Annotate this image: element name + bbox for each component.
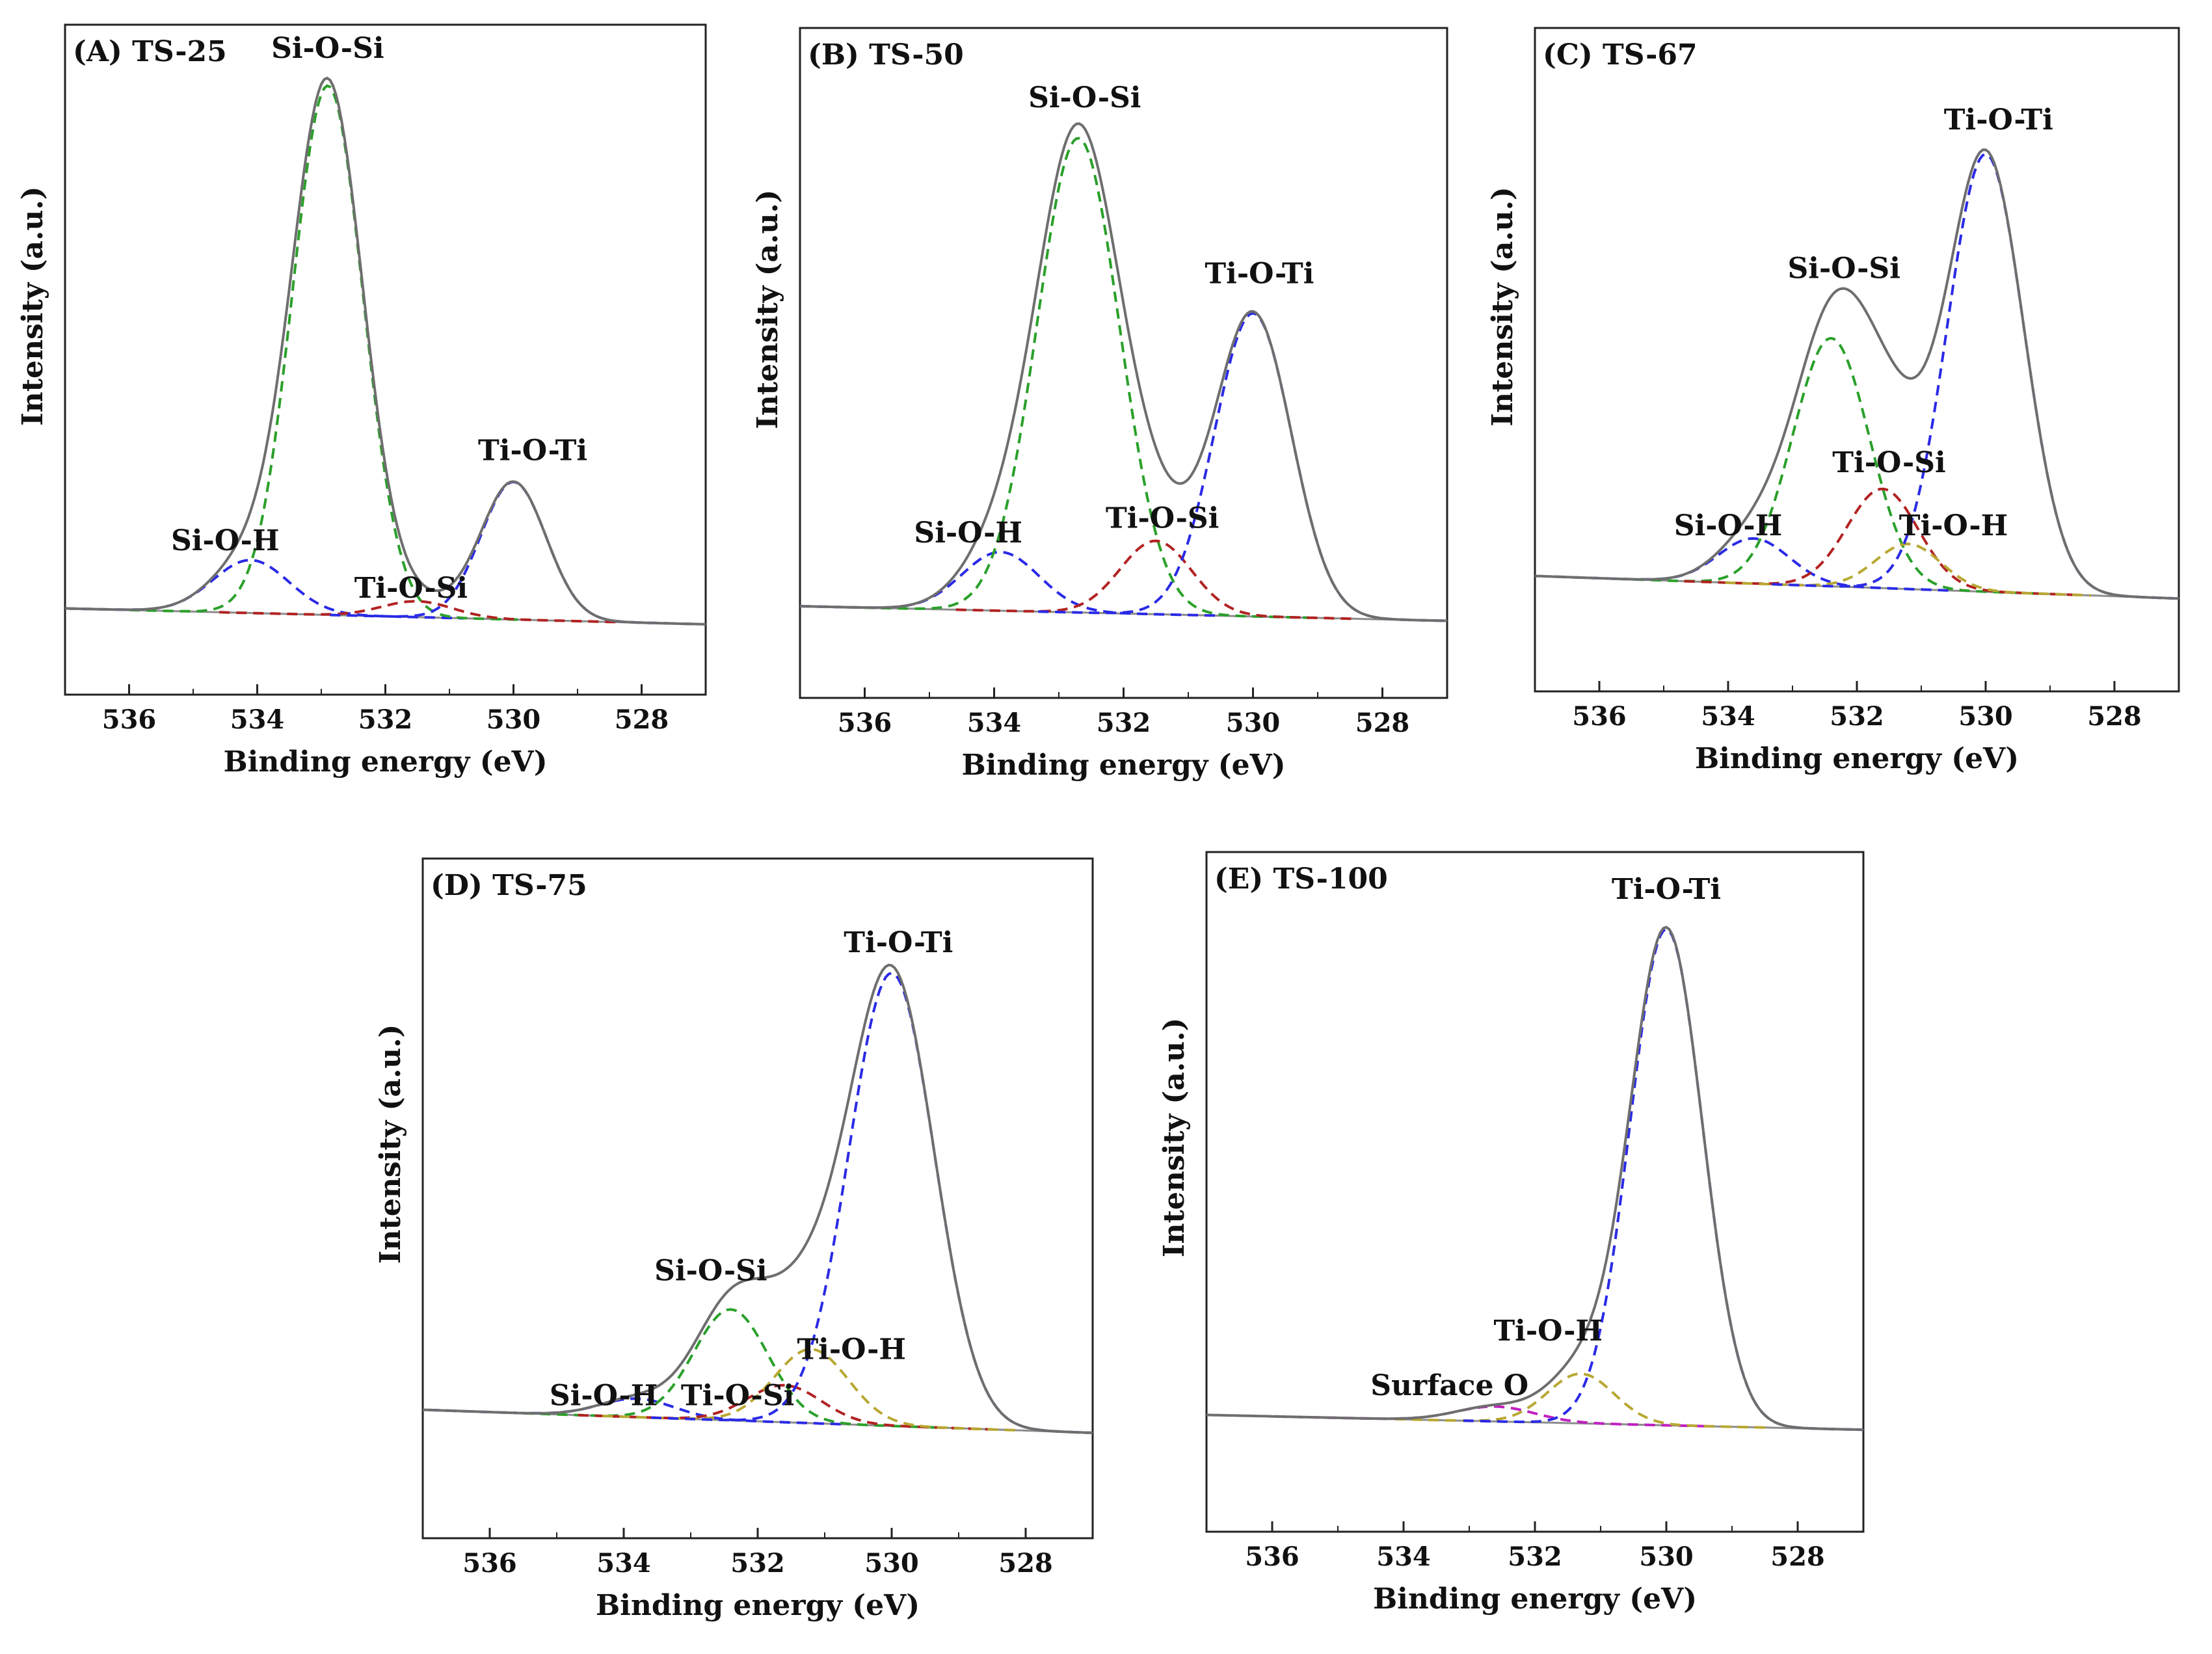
peak-label: Si-O-H: [550, 1379, 658, 1412]
y-axis-label: Intensity (a.u.): [16, 186, 49, 425]
chart-panel-1: 536 534 532 530 528 Binding energy (eV) Intens…: [16, 23, 707, 779]
component-ti-o-h: [1725, 542, 2092, 597]
x-tick-label: 532: [730, 1548, 785, 1579]
peak-label: Surface O: [1370, 1369, 1528, 1402]
component-ti-o-h: [1394, 1372, 1768, 1429]
peak-label: Ti-O-H: [1493, 1314, 1603, 1348]
x-tick-label: 530: [486, 704, 541, 735]
peak-label: Ti-O-H: [1899, 509, 2008, 542]
y-axis-label: Intensity (a.u.): [751, 189, 784, 429]
peak-label: Ti-O-Ti: [1205, 258, 1314, 291]
chart-panel-2: 536 534 532 530 528 Binding energy (eV) Intens…: [751, 27, 1448, 782]
x-tick-label: 532: [1830, 701, 1884, 732]
peak-label: Ti-O-Si: [1106, 502, 1219, 535]
x-tick-label: 536: [1245, 1541, 1299, 1572]
x-tick-label: 528: [1355, 708, 1410, 738]
plot-frame: [1534, 27, 2180, 693]
component-si-o-si: [129, 84, 526, 621]
y-axis-label: Intensity (a.u.): [1158, 1018, 1191, 1257]
x-tick-label: 528: [998, 1548, 1053, 1579]
x-tick-label: 536: [102, 704, 157, 735]
peak-label: Si-O-H: [914, 516, 1022, 550]
x-tick-label: 530: [1958, 701, 2013, 732]
peak-label: Ti-O-Ti: [1612, 873, 1721, 906]
panel-title: (E) TS-100: [1214, 862, 1388, 896]
component-si-o-h: [799, 550, 1218, 617]
component-surface-o: [1275, 1405, 1714, 1428]
x-tick-label: 528: [2087, 701, 2142, 732]
y-axis-label: Intensity (a.u.): [1486, 187, 1519, 426]
envelope-line: [422, 963, 1093, 1434]
x-tick-label: 536: [462, 1548, 517, 1579]
envelope-line: [64, 76, 706, 626]
panel-title: (A) TS-25: [73, 35, 227, 68]
plot-frame: [1205, 851, 1865, 1533]
peak-label: Ti-O-Ti: [1944, 103, 2053, 137]
x-tick-label: 530: [1639, 1541, 1694, 1572]
component-ti-o-si: [955, 539, 1356, 620]
envelope-line: [1534, 148, 2179, 600]
chart-panel-5: 536 534 532 530 528 Binding energy (eV) Intens…: [1158, 851, 1865, 1616]
x-axis-label: Binding energy (eV): [596, 1589, 920, 1622]
peak-label: Si-O-H: [171, 524, 280, 557]
x-tick-label: 534: [967, 708, 1022, 738]
x-tick-label: 530: [864, 1548, 919, 1579]
x-tick-label: 534: [230, 704, 285, 735]
x-tick-label: 532: [1097, 708, 1151, 738]
y-axis-label: Intensity (a.u.): [374, 1024, 407, 1264]
component-si-o-si: [847, 137, 1309, 619]
peak-label: Ti-O-Ti: [844, 926, 953, 959]
component-si-o-h: [1555, 537, 1954, 593]
plot-frame: [421, 857, 1094, 1540]
panel-title: (D) TS-75: [431, 869, 587, 902]
x-axis-label: Binding energy (eV): [1695, 742, 2019, 775]
panel-title: (B) TS-50: [808, 38, 964, 72]
peak-label: Ti-O-H: [797, 1333, 906, 1366]
peak-label: Ti-O-Si: [681, 1379, 794, 1412]
x-axis-label: Binding energy (eV): [961, 749, 1285, 782]
peak-label: Si-O-Si: [654, 1255, 767, 1288]
x-tick-label: 534: [596, 1548, 651, 1579]
peak-label: Ti-O-Si: [354, 572, 468, 605]
x-tick-label: 528: [1770, 1541, 1825, 1572]
peak-label: Si-O-Si: [271, 32, 384, 65]
x-tick-label: 528: [615, 704, 669, 735]
peak-label: Si-O-Si: [1787, 252, 1900, 286]
x-axis-label: Binding energy (eV): [1373, 1582, 1697, 1616]
x-tick-label: 534: [1701, 701, 1755, 732]
x-tick-label: 532: [1508, 1541, 1562, 1572]
component-ti-o-si: [1684, 487, 2083, 596]
peak-label: Ti-O-Si: [1832, 446, 1945, 479]
x-tick-label: 534: [1376, 1541, 1431, 1572]
chart-panel-3: 536 534 532 530 528 Binding energy (eV) Intens…: [1486, 27, 2180, 775]
x-axis-label: Binding energy (eV): [223, 745, 547, 779]
envelope-line: [1206, 926, 1864, 1432]
panel-title: (C) TS-67: [1543, 38, 1698, 72]
x-tick-label: 530: [1226, 708, 1281, 738]
peak-label: Si-O-Si: [1028, 81, 1141, 114]
component-si-o-si: [523, 1308, 938, 1429]
envelope-line: [799, 122, 1448, 622]
component-ti-o-ti: [1038, 312, 1448, 622]
component-ti-o-ti: [1463, 927, 1864, 1432]
x-tick-label: 536: [1572, 701, 1627, 732]
x-tick-label: 536: [838, 708, 892, 738]
chart-panel-4: 536 534 532 530 528 Binding energy (eV) Intens…: [374, 857, 1094, 1622]
component-si-o-h: [64, 559, 464, 620]
peak-label: Si-O-H: [1674, 509, 1783, 542]
x-tick-label: 532: [358, 704, 413, 735]
peak-label: Ti-O-Ti: [478, 434, 587, 468]
